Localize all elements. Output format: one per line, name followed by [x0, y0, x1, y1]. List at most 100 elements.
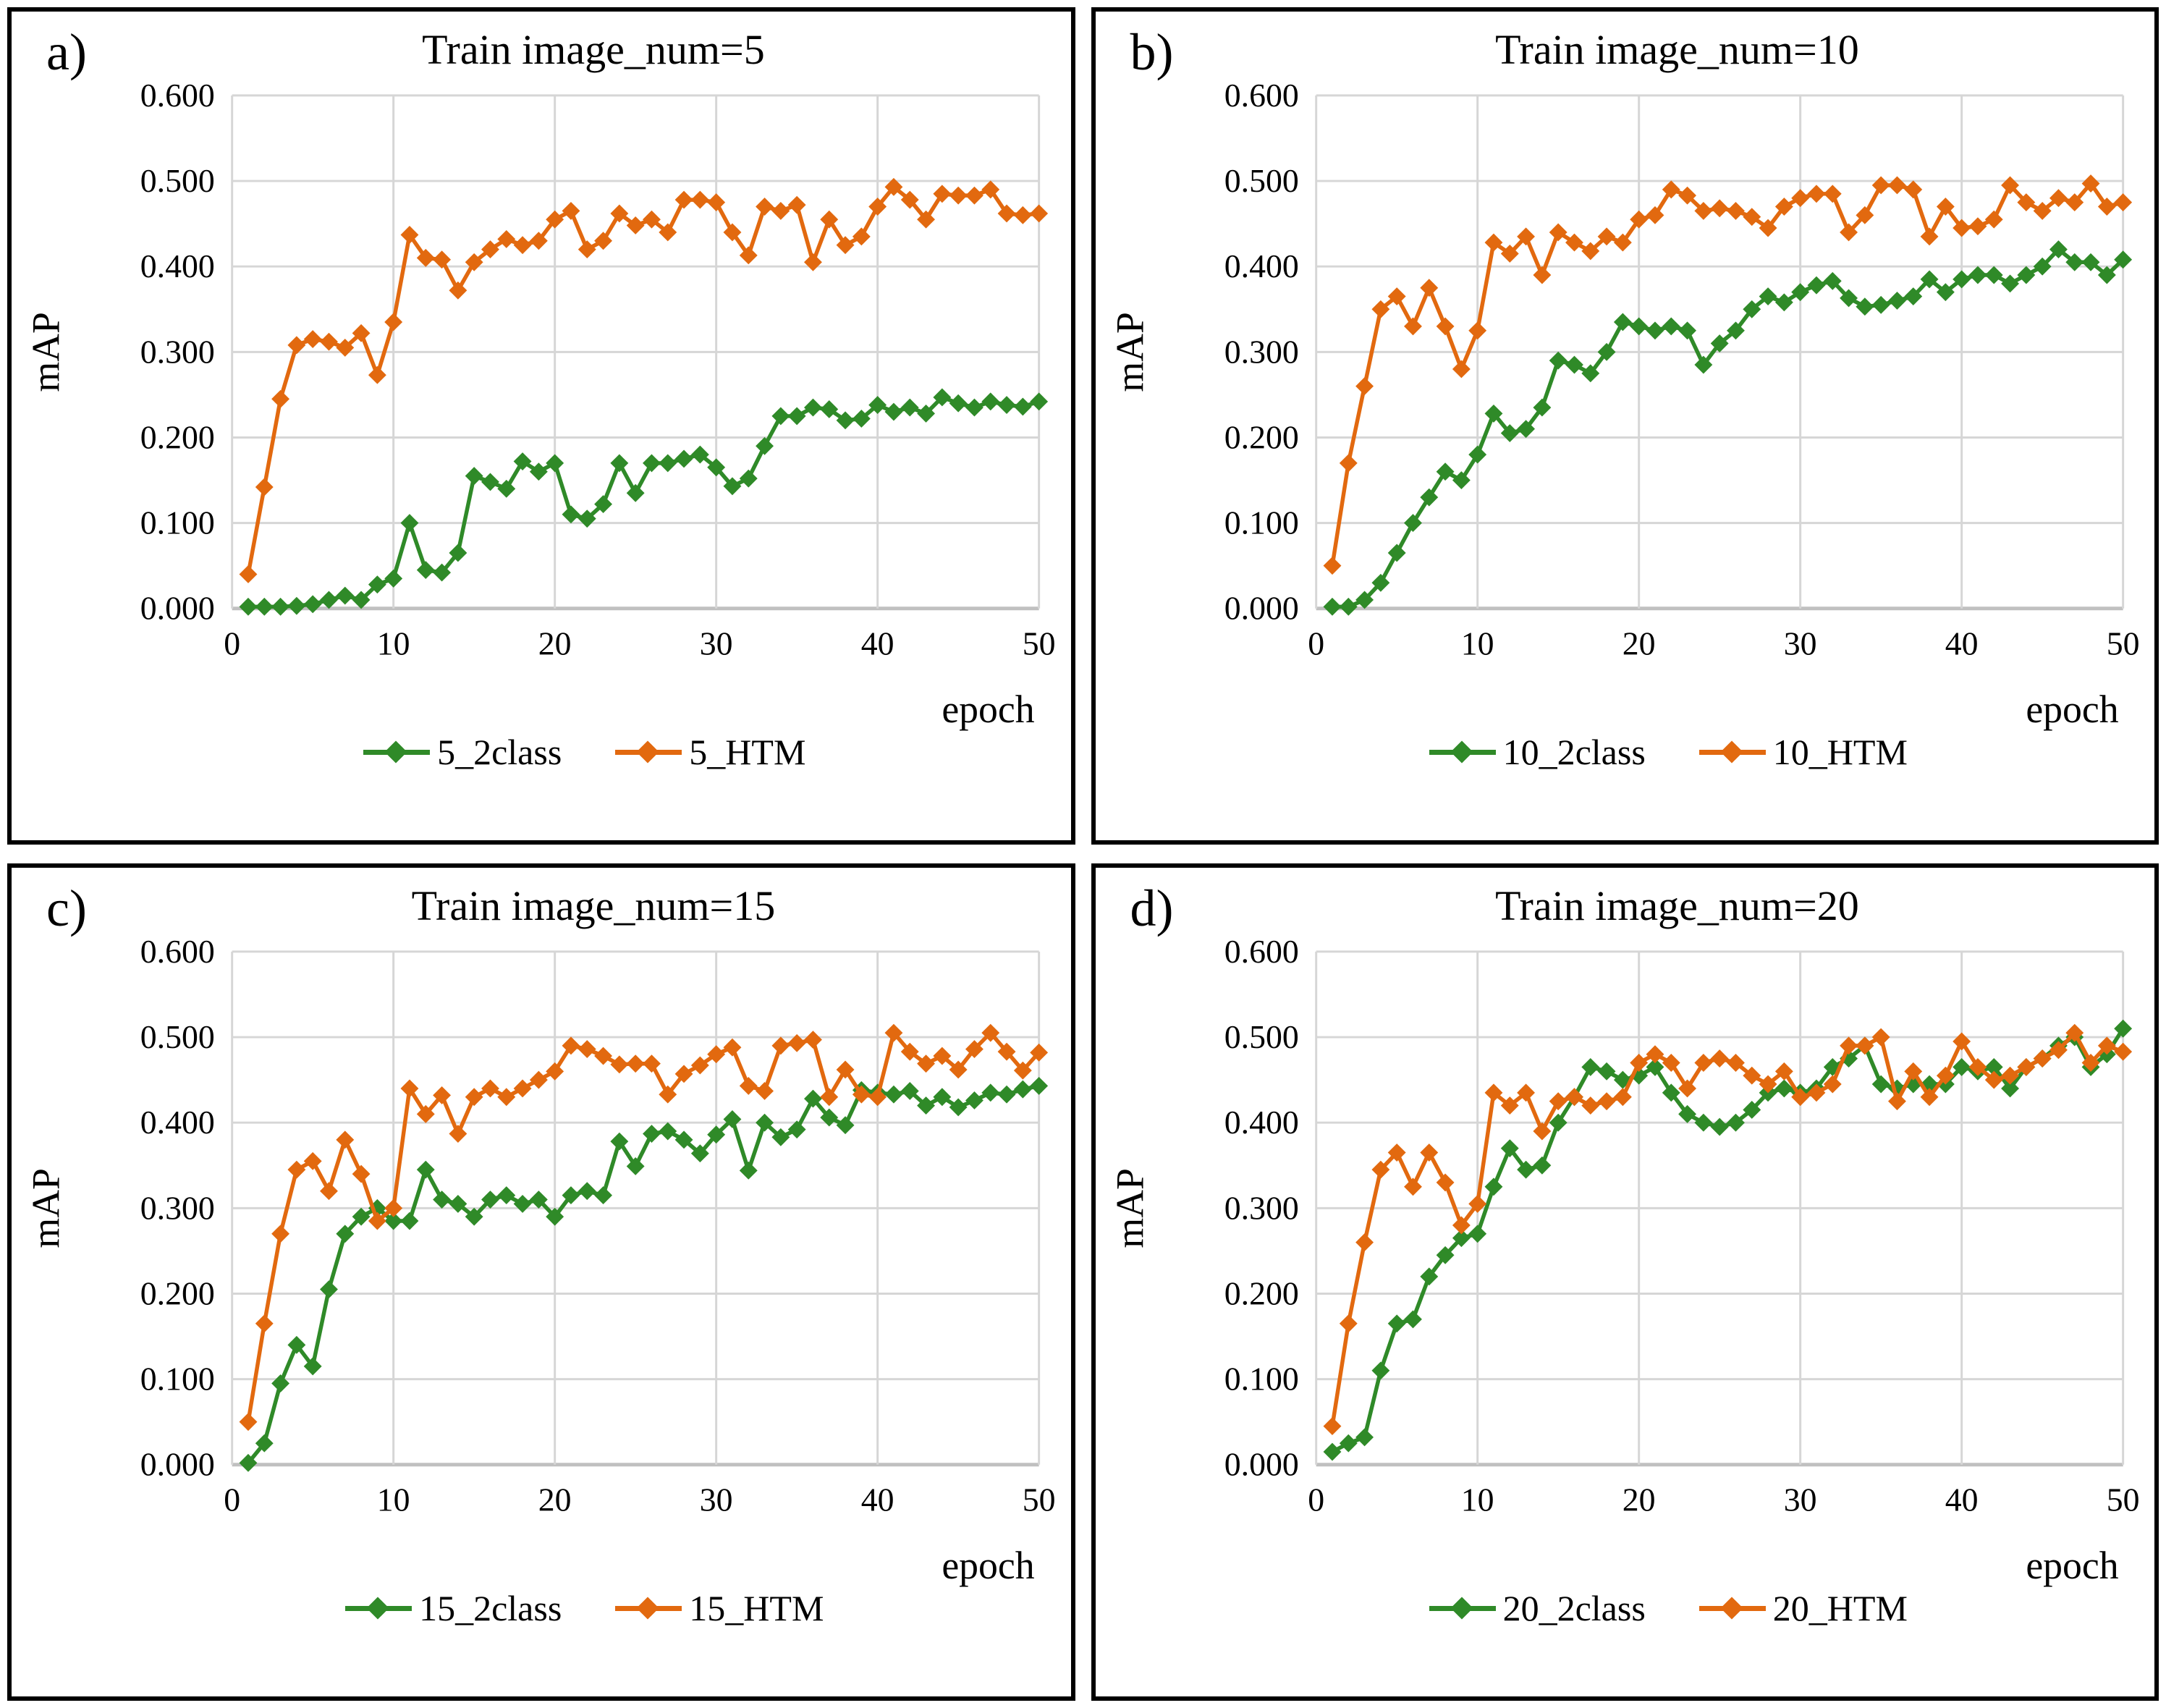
series-marker: [578, 510, 596, 528]
x-tick-label: 30: [1783, 1481, 1816, 1518]
series-marker: [1419, 488, 1438, 507]
series-marker: [884, 1023, 903, 1042]
series-marker: [449, 1125, 468, 1143]
legend-label: 20_HTM: [1772, 1587, 1908, 1628]
y-tick-label: 0.000: [1224, 1446, 1298, 1483]
series-marker: [771, 407, 790, 426]
y-tick-label: 0.600: [1224, 940, 1298, 970]
series-marker: [1532, 1156, 1551, 1175]
series-marker: [933, 388, 952, 407]
series-marker: [820, 210, 839, 229]
series-marker: [1662, 1083, 1680, 1102]
y-tick-label: 0.400: [1224, 1104, 1298, 1141]
series-marker: [1532, 266, 1551, 284]
series-marker: [1549, 351, 1568, 370]
series-marker: [659, 1122, 677, 1141]
panel-letter-c: c): [46, 879, 87, 937]
series-marker: [1355, 377, 1374, 396]
series-marker: [1952, 270, 1971, 289]
series-marker: [352, 591, 371, 609]
series-marker: [659, 454, 677, 473]
chart-d: 0.000 0.100 0.200 0.300 0.400 0.500 0.600 0 10 20…: [1108, 940, 2139, 1587]
series-marker: [1613, 313, 1632, 331]
series-marker: [1403, 1178, 1422, 1196]
series-marker: [1968, 217, 1987, 236]
x-tick-label: 10: [377, 625, 410, 661]
series-marker: [255, 1314, 274, 1333]
series-marker: [1984, 1070, 2003, 1089]
x-tick-label: 40: [1945, 1481, 1978, 1518]
series-marker: [1774, 293, 1793, 312]
series-marker: [1920, 1088, 1938, 1107]
series-marker: [384, 569, 403, 588]
series-marker: [1710, 1117, 1729, 1136]
x-tick-label: 30: [1783, 625, 1816, 661]
chart-b: 0.000 0.100 0.200 0.300 0.400 0.500 0.600 0 10 20…: [1108, 84, 2139, 731]
series-marker: [1646, 206, 1664, 224]
series-marker: [1903, 287, 1922, 305]
gridlines: 0.000 0.100 0.200 0.300 0.400 0.500 0.600 0 10 20…: [140, 84, 1056, 661]
series-marker: [513, 1079, 532, 1098]
series-marker: [1532, 1122, 1551, 1141]
series-marker: [1839, 289, 1858, 308]
series-marker: [997, 396, 1016, 415]
series-marker: [965, 1091, 983, 1109]
series-marker: [707, 193, 726, 212]
y-tick-label: 0.400: [140, 1104, 215, 1141]
series-marker: [1500, 1096, 1519, 1115]
series-marker: [1013, 206, 1032, 224]
series-marker: [1807, 1083, 1825, 1102]
series-marker: [1030, 392, 1049, 411]
series-marker: [1984, 1057, 2003, 1076]
series-marker: [1452, 360, 1471, 379]
series-marker: [674, 449, 693, 468]
series-marker: [965, 398, 983, 417]
legend-b: 10_2class 10_HTM: [1103, 734, 2148, 770]
series-marker: [1871, 176, 1890, 195]
series-marker: [2000, 274, 2019, 293]
series-marker: [287, 1335, 306, 1354]
panel-b: b) Train image_num=10 0.000 0.100 0.200 0.3…: [1091, 7, 2159, 845]
series-marker: [1484, 1083, 1502, 1102]
series-marker: [1500, 245, 1519, 263]
series-marker: [1484, 233, 1502, 252]
series-marker: [400, 1212, 419, 1230]
series-line: [1332, 247, 2125, 609]
series-marker: [546, 454, 564, 473]
series-line: [1331, 1027, 2125, 1454]
series-marker: [594, 1047, 613, 1065]
series-marker: [1629, 1054, 1648, 1072]
series-marker: [1339, 1314, 1358, 1333]
series-marker: [352, 1207, 371, 1226]
legend-label: 20_2class: [1502, 1587, 1646, 1628]
y-tick-label: 0.200: [140, 1274, 215, 1311]
series-marker: [1662, 317, 1680, 336]
series-marker: [1516, 227, 1535, 246]
series-marker: [594, 1186, 613, 1205]
series-marker: [900, 190, 919, 209]
x-tick-label: 0: [1308, 625, 1324, 661]
series-marker: [1871, 1028, 1890, 1047]
series-marker: [1500, 1139, 1519, 1158]
series-marker: [804, 1031, 822, 1049]
series-marker: [449, 1194, 468, 1213]
series-marker: [1549, 1113, 1568, 1132]
series-marker: [1581, 1057, 1599, 1076]
series-marker: [2081, 253, 2099, 271]
series-marker: [1678, 186, 1696, 205]
series-marker: [2097, 266, 2116, 284]
series-marker: [804, 398, 822, 417]
series-marker: [497, 1088, 516, 1107]
x-tick-label: 40: [861, 1481, 894, 1518]
series-marker: [2033, 1049, 2052, 1068]
series-marker: [1710, 199, 1729, 218]
x-tick-label: 0: [1308, 1481, 1324, 1518]
series-marker: [981, 1083, 1000, 1102]
series-marker: [303, 1357, 322, 1376]
series-marker: [1355, 591, 1374, 609]
series-marker: [1774, 1079, 1793, 1098]
series-marker: [1565, 233, 1583, 252]
series-marker: [674, 1065, 693, 1083]
series-marker: [771, 1036, 790, 1055]
series-marker: [1646, 321, 1664, 340]
